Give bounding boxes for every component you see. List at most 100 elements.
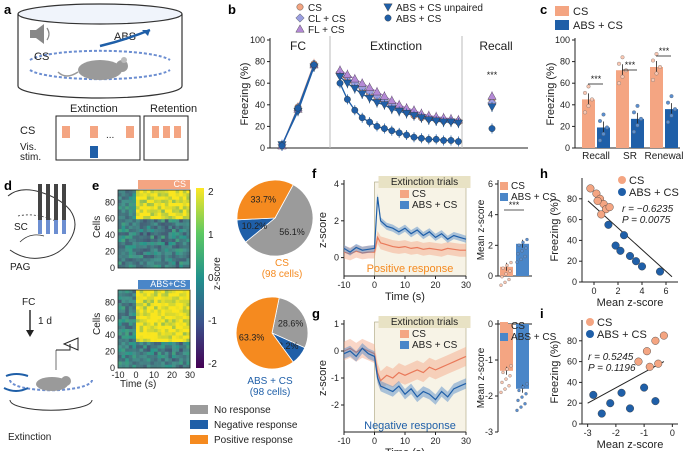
- i-point: [589, 390, 598, 399]
- heatmap-cell: [121, 199, 126, 204]
- heatmap-cell: [154, 303, 158, 307]
- heatmap-cell: [128, 348, 133, 353]
- heatmap-cell: [175, 242, 180, 246]
- heatmap-cell: [150, 303, 155, 307]
- heatmap-cell: [139, 290, 144, 294]
- heatmap-cell: [150, 255, 155, 259]
- sc-label: SC: [14, 222, 28, 233]
- f-trial-box: [378, 176, 471, 188]
- heatmap-cell: [121, 309, 126, 314]
- heatmap-cell: [121, 212, 126, 217]
- heatmap-cell: [168, 190, 173, 194]
- heatmap-cell: [136, 235, 140, 240]
- heatmap-cell: [118, 216, 122, 220]
- heatmap-cell: [136, 342, 140, 346]
- heatmap-cell: [121, 190, 126, 194]
- i-point: [651, 397, 660, 406]
- b-point: [373, 123, 381, 130]
- c-ytick-label: 0: [565, 143, 570, 153]
- heatmap-cell: [182, 225, 187, 230]
- heatmap-cell: [164, 235, 169, 240]
- heatmap-cell: [164, 355, 169, 359]
- heatmap-cell: [179, 203, 184, 207]
- legend-swatch-none: [190, 405, 208, 414]
- heatmap-cell: [143, 338, 148, 343]
- heatmap-cell: [154, 206, 158, 210]
- heatmap-cell: [182, 361, 187, 366]
- h-point: [656, 267, 665, 276]
- heatmap-cell: [157, 355, 162, 359]
- heatmap-cell: [168, 342, 173, 346]
- h-xtick-label: 4: [639, 286, 644, 296]
- heatmap-cell: [168, 255, 173, 259]
- heatmap-cell: [154, 293, 158, 297]
- b-section-fc: FC: [290, 39, 306, 53]
- panel-b-chart: 0 20 40 60 80 100 Freezing (%) FC Extinction Reca…: [239, 35, 528, 153]
- heatmap-cell: [164, 245, 169, 249]
- heatmap-cell: [157, 338, 162, 343]
- heatmap-cell: [128, 325, 133, 330]
- heatmap-cell: [179, 235, 184, 240]
- f-bar-ylabel: Mean z-score: [476, 199, 487, 260]
- heatmap-cell: [175, 248, 180, 253]
- b-ytick-label: 80: [255, 57, 265, 67]
- heatmap-cell: [118, 225, 122, 230]
- heatmap-cell: [172, 238, 176, 243]
- heatmap-ytick-label: 80: [105, 297, 115, 307]
- heatmap-cell: [143, 329, 148, 333]
- heatmap-cell: [150, 238, 155, 243]
- b-point: [380, 125, 388, 132]
- heatmap-cell: [139, 264, 144, 269]
- f-bar-ytick-label: 0: [488, 271, 493, 281]
- heatmap-cell: [182, 203, 187, 207]
- g-legend-swatch-abs: [400, 341, 409, 349]
- heatmap-cell: [179, 258, 184, 262]
- heatmap-cell: [143, 316, 148, 320]
- h-point: [616, 246, 625, 255]
- heatmap-cell: [143, 232, 148, 236]
- heatmap-cell: [150, 332, 155, 336]
- heatmap-cell: [143, 196, 148, 201]
- heatmap-cell: [157, 248, 162, 253]
- b-point: [388, 127, 396, 135]
- heatmap-cell: [128, 319, 133, 323]
- heatmap-cell: [146, 206, 151, 210]
- heatmap-cell: [157, 335, 162, 340]
- heatmap-cell: [150, 293, 155, 297]
- heatmap-cell: [146, 225, 151, 230]
- heatmap-cell: [161, 358, 166, 362]
- b-point: [425, 135, 433, 143]
- b-point: [294, 104, 302, 112]
- heatmap-cell: [175, 216, 180, 220]
- heatmap-cell: [168, 335, 173, 340]
- heatmap-cell: [136, 329, 140, 333]
- heatmap-ytick-label: 20: [105, 347, 115, 357]
- heatmap-cell: [121, 351, 126, 356]
- heatmap-cell: [125, 361, 130, 366]
- heatmap-cell: [154, 242, 158, 246]
- heatmap-cell: [175, 351, 180, 356]
- heatmap-cell: [150, 209, 155, 214]
- heatmap-cell: [161, 229, 166, 233]
- heatmap-cell: [154, 351, 158, 356]
- heatmap-cell: [161, 293, 166, 297]
- heatmap-cell: [125, 306, 130, 310]
- heatmap-cell: [179, 251, 184, 256]
- heatmap-cell: [136, 361, 140, 366]
- g-bar-dot: [525, 382, 529, 386]
- panel-i-chart: 0 20 40 60 80 -3 -2 -1 0 Freezing (%) Mean z-score…: [549, 317, 678, 451]
- heatmap-cell: [143, 303, 148, 307]
- heatmap-cell: [161, 232, 166, 236]
- heatmap-cell: [125, 232, 130, 236]
- f-bar-dot: [504, 272, 508, 276]
- f-bar-dot: [509, 260, 513, 265]
- heatmap-cell: [139, 364, 144, 369]
- heatmap-cell: [125, 335, 130, 340]
- h-ytick-label: 0: [572, 277, 577, 287]
- heatmap-cell: [118, 358, 122, 362]
- heatmap-cell: [179, 229, 184, 233]
- heatmap-cell: [154, 238, 158, 243]
- heatmap-cell: [182, 335, 187, 340]
- heatmap-cell: [132, 364, 137, 369]
- heatmap-cell: [175, 245, 180, 249]
